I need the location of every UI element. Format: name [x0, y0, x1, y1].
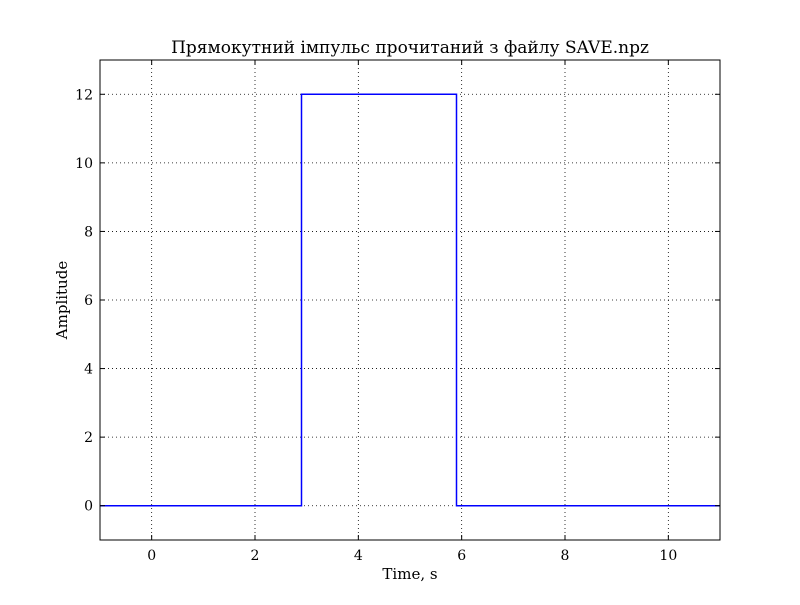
x-tick-label: 0: [147, 548, 156, 564]
y-tick-label: 8: [84, 224, 93, 240]
x-tick-label: 4: [354, 548, 363, 564]
x-tick-label: 2: [251, 548, 260, 564]
tick-marks: [100, 60, 720, 540]
y-tick-label: 0: [84, 499, 93, 515]
y-tick-label: 10: [75, 156, 93, 172]
chart-title: Прямокутний імпульс прочитаний з файлу S…: [171, 38, 649, 58]
pulse-series-line: [100, 93, 720, 507]
x-tick-labels: 0 2 4 6 8 10: [147, 548, 677, 564]
series-layer: [100, 93, 720, 507]
y-tick-label: 6: [84, 293, 93, 309]
y-tick-label: 2: [84, 430, 93, 446]
y-axis-label: Amplitude: [53, 261, 71, 341]
x-tick-label: 8: [561, 548, 570, 564]
x-tick-label: 6: [457, 548, 466, 564]
y-tick-labels: 0 2 4 6 8 10 12: [75, 87, 93, 514]
x-tick-label: 10: [659, 548, 677, 564]
x-axis-label: Time, s: [382, 565, 437, 583]
y-tick-label: 12: [75, 87, 93, 103]
y-tick-label: 4: [84, 362, 93, 378]
